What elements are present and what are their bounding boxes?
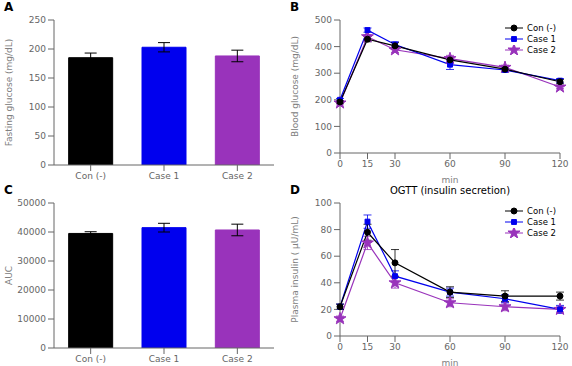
svg-text:300: 300 [315, 68, 332, 78]
svg-text:0: 0 [337, 159, 343, 169]
svg-text:120: 120 [551, 159, 564, 169]
svg-text:200: 200 [315, 95, 332, 105]
html-text:A: A [4, 0, 14, 14]
svg-text:Plasma insulin ( μU/mL): Plasma insulin ( μU/mL) [290, 216, 300, 322]
svg-text:80: 80 [321, 225, 333, 235]
html-text:Case 2: Case 2 [527, 44, 556, 55]
svg-text:15: 15 [362, 159, 373, 169]
svg-text:150: 150 [29, 73, 46, 83]
svg-text:90: 90 [499, 159, 511, 169]
svg-text:min: min [442, 175, 459, 183]
svg-text:Fasting glucose (mg/dL): Fasting glucose (mg/dL) [8, 39, 14, 147]
svg-text:100: 100 [315, 198, 332, 208]
svg-text:Case 2: Case 2 [222, 354, 253, 364]
svg-text:0: 0 [40, 160, 46, 170]
svg-text:Blood glucose (mg/dL): Blood glucose (mg/dL) [290, 36, 300, 137]
svg-text:Case 1: Case 1 [149, 354, 180, 364]
html-text:Con (-): Con (-) [527, 205, 556, 216]
svg-text:Con (-): Con (-) [75, 354, 106, 364]
svg-text:20: 20 [321, 305, 333, 315]
html-text:D: D [290, 183, 300, 197]
svg-text:Case 2: Case 2 [222, 171, 253, 181]
svg-text:20000: 20000 [17, 285, 46, 295]
html-text:Case 2: Case 2 [527, 227, 556, 238]
svg-text:30000: 30000 [17, 256, 46, 266]
svg-text:15: 15 [362, 342, 373, 352]
svg-text:0: 0 [40, 343, 46, 353]
svg-text:50000: 50000 [17, 198, 46, 208]
svg-text:50: 50 [35, 131, 47, 141]
svg-text:100: 100 [29, 102, 46, 112]
html-text:Case 1: Case 1 [527, 33, 556, 44]
svg-text:0: 0 [326, 148, 332, 158]
svg-text:40000: 40000 [17, 227, 46, 237]
svg-text:200: 200 [29, 44, 46, 54]
svg-text:30: 30 [389, 159, 401, 169]
svg-text:10000: 10000 [17, 314, 46, 324]
html-text:OGTT (insulin secretion): OGTT (insulin secretion) [390, 185, 510, 196]
html-text:C: C [4, 183, 13, 197]
html-text:Case 1: Case 1 [527, 216, 556, 227]
svg-text:400: 400 [315, 42, 332, 52]
svg-text:90: 90 [499, 342, 511, 352]
svg-text:60: 60 [321, 251, 333, 261]
svg-text:Case 1: Case 1 [149, 171, 180, 181]
svg-text:250: 250 [29, 15, 46, 25]
svg-text:60: 60 [444, 159, 456, 169]
svg-text:120: 120 [551, 342, 564, 352]
svg-text:100: 100 [315, 122, 332, 132]
svg-text:0: 0 [326, 331, 332, 341]
svg-text:0: 0 [337, 342, 343, 352]
html-text:B: B [290, 0, 300, 14]
svg-text:60: 60 [444, 342, 456, 352]
svg-text:min: min [442, 358, 459, 366]
svg-text:30: 30 [389, 342, 401, 352]
svg-text:500: 500 [315, 15, 332, 25]
html-text:Con (-): Con (-) [527, 22, 556, 33]
svg-text:40: 40 [321, 278, 333, 288]
svg-text:AUC: AUC [8, 266, 14, 285]
svg-text:Con (-): Con (-) [75, 171, 106, 181]
